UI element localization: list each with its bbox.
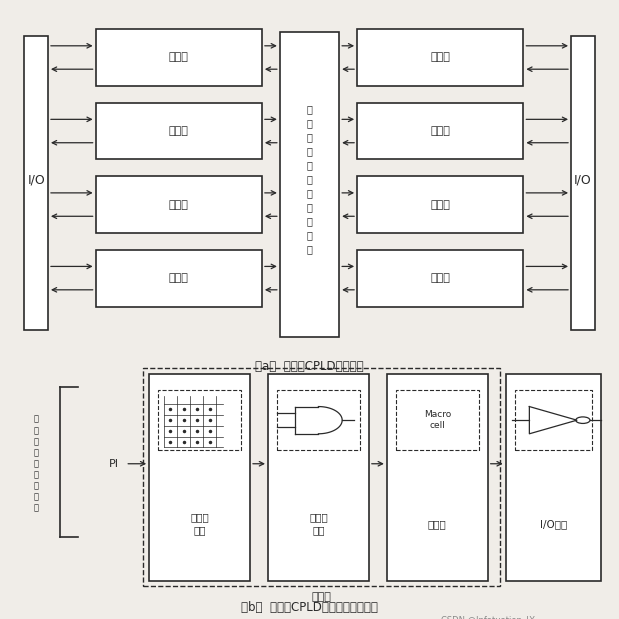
Text: 逻辑块: 逻辑块 (430, 273, 450, 283)
Text: I/O: I/O (27, 173, 45, 186)
Bar (571, 36, 595, 330)
Text: 逻辑块: 逻辑块 (169, 273, 189, 283)
Bar (357, 249, 524, 306)
Text: 乘积项
分配: 乘积项 分配 (309, 512, 328, 535)
Bar (387, 374, 488, 581)
Text: 器
件
内
部
的
可
编
程
连
线
区: 器 件 内 部 的 可 编 程 连 线 区 (306, 105, 313, 254)
Bar (357, 176, 524, 233)
Text: 逻辑块: 逻辑块 (169, 126, 189, 136)
Text: 宏单元: 宏单元 (428, 519, 447, 529)
Bar (95, 176, 262, 233)
Bar (506, 374, 600, 581)
Text: I/O: I/O (574, 173, 592, 186)
Text: 逻辑块: 逻辑块 (311, 592, 331, 602)
Text: I/O单元: I/O单元 (540, 519, 567, 529)
Text: Macro
cell: Macro cell (423, 410, 451, 430)
Bar (514, 390, 592, 450)
Bar (143, 368, 500, 586)
Text: 逻辑块: 逻辑块 (169, 53, 189, 63)
Bar (149, 374, 250, 581)
Bar (357, 29, 524, 86)
Text: CSDN @Infatuation_LY: CSDN @Infatuation_LY (441, 615, 535, 619)
Text: 逻辑块: 逻辑块 (169, 199, 189, 210)
Bar (24, 36, 48, 330)
Text: （a）  通用的CPLD器件结构: （a） 通用的CPLD器件结构 (255, 360, 364, 373)
Text: 逻辑块: 逻辑块 (430, 53, 450, 63)
Bar (357, 103, 524, 160)
Bar (396, 390, 479, 450)
Text: 内
部
的
可
编
程
连
线
区: 内 部 的 可 编 程 连 线 区 (33, 415, 38, 513)
Text: PI: PI (108, 459, 118, 469)
Bar (95, 103, 262, 160)
Bar (268, 374, 369, 581)
Text: 乘积项
阵列: 乘积项 阵列 (190, 512, 209, 535)
Bar (95, 29, 262, 86)
Bar (280, 32, 339, 337)
Text: 逻辑块: 逻辑块 (430, 199, 450, 210)
Text: （b）  通用的CPLD器件的逻辑块结构: （b） 通用的CPLD器件的逻辑块结构 (241, 600, 378, 613)
Text: 逻辑块: 逻辑块 (430, 126, 450, 136)
Bar (158, 390, 241, 450)
Bar (277, 390, 360, 450)
Bar (95, 249, 262, 306)
